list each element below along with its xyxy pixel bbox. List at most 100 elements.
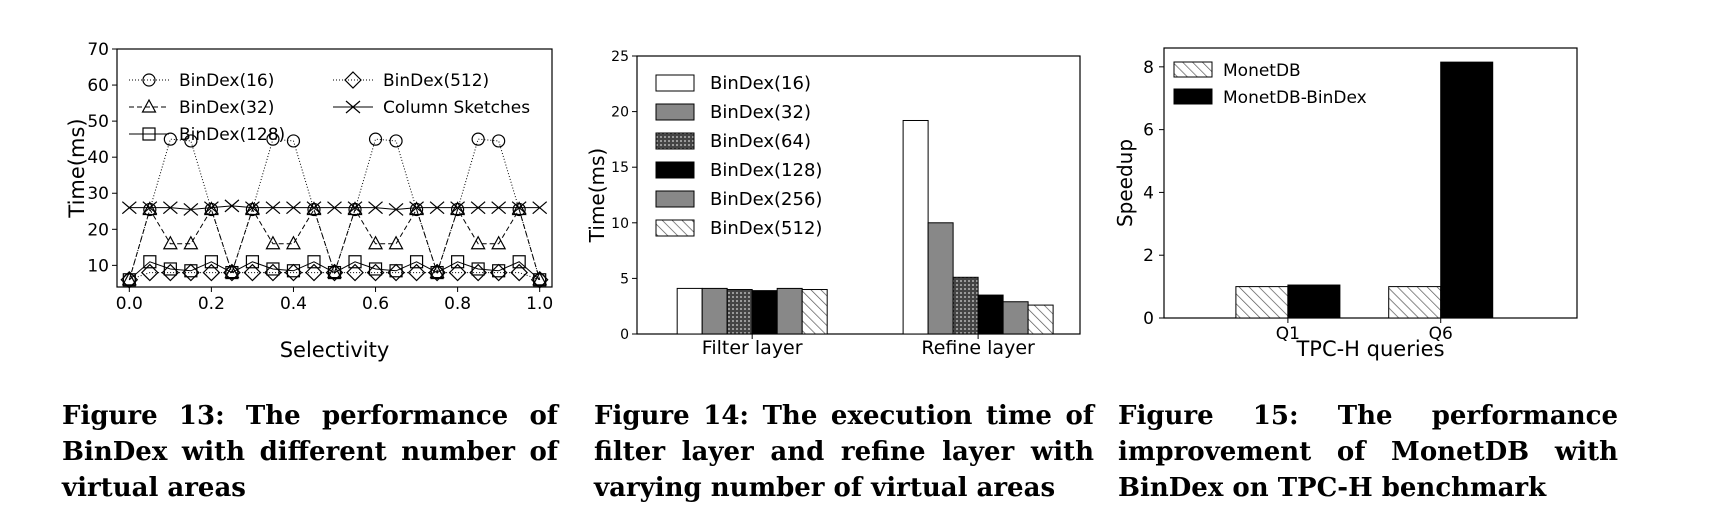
- y-tick-label: 20: [611, 105, 629, 121]
- y-axis-label: Speedup: [1113, 139, 1137, 227]
- data-point: [368, 132, 383, 146]
- bar: [1287, 284, 1341, 319]
- data-point: [510, 263, 529, 282]
- figure-14-caption: Figure 14: The execution time of filter …: [594, 401, 1094, 503]
- legend-label: BinDex(64): [710, 131, 811, 152]
- data-point: [388, 203, 404, 216]
- y-tick-label: 10: [611, 216, 629, 232]
- data-point: [143, 255, 157, 269]
- y-tick-label: 30: [87, 184, 109, 204]
- legend-swatch: [655, 74, 695, 92]
- y-tick-label: 25: [611, 49, 629, 65]
- data-point: [348, 255, 362, 269]
- y-tick-label: 15: [611, 160, 629, 176]
- legend-label: MonetDB: [1223, 61, 1301, 81]
- bar: [902, 119, 929, 335]
- x-tick-label: Q6: [1429, 324, 1453, 344]
- data-point: [182, 263, 200, 282]
- data-point: [451, 255, 465, 269]
- bar: [977, 294, 1004, 335]
- y-tick-label: 0: [1143, 309, 1154, 329]
- y-tick-label: 70: [87, 40, 109, 60]
- bar: [701, 287, 728, 335]
- data-point: [389, 134, 403, 148]
- data-point: [265, 201, 281, 215]
- x-tick-label: Refine layer: [921, 337, 1035, 359]
- data-point: [225, 265, 239, 280]
- data-point: [366, 263, 385, 282]
- data-point: [489, 263, 508, 282]
- legend-swatch: [655, 132, 695, 150]
- data-point: [471, 132, 485, 146]
- data-point: [492, 134, 506, 148]
- legend-label: BinDex(16): [179, 71, 274, 91]
- data-point: [266, 132, 280, 146]
- bar: [1440, 61, 1494, 319]
- x-tick-label: Q1: [1276, 324, 1300, 344]
- series-BinDex(512): [120, 263, 549, 289]
- data-point: [265, 235, 281, 250]
- series-line: [129, 272, 540, 281]
- data-point: [532, 201, 548, 215]
- plot-frame: [636, 55, 1081, 335]
- legend-label: BinDex(512): [710, 218, 822, 239]
- data-point: [368, 201, 383, 215]
- data-point: [286, 201, 301, 215]
- data-point: [327, 201, 342, 215]
- bar: [776, 287, 803, 335]
- data-point: [306, 201, 322, 215]
- data-point: [243, 263, 262, 282]
- data-point: [305, 263, 323, 282]
- data-point: [326, 264, 343, 279]
- data-point: [368, 235, 384, 250]
- legend-swatch: [1173, 88, 1213, 105]
- x-tick-label: 0.6: [362, 294, 389, 314]
- data-point: [388, 235, 404, 250]
- data-point: [184, 134, 198, 148]
- y-tick-label: 20: [87, 220, 109, 240]
- data-point: [266, 262, 280, 276]
- data-point: [511, 201, 527, 216]
- data-point: [387, 263, 405, 282]
- data-point: [224, 199, 240, 213]
- data-point: [533, 273, 547, 287]
- data-point: [429, 264, 445, 279]
- data-point: [122, 273, 136, 287]
- data-point: [346, 263, 364, 282]
- data-point: [183, 235, 199, 250]
- x-tick-label: 0.0: [116, 294, 143, 314]
- legend-label: BinDex(128): [710, 160, 822, 181]
- y-axis-label: Time(ms): [585, 148, 609, 243]
- bar: [751, 290, 778, 335]
- data-point: [140, 263, 159, 282]
- data-point: [203, 201, 219, 215]
- data-point: [163, 262, 177, 276]
- bar: [1235, 286, 1289, 319]
- data-point: [264, 263, 282, 282]
- data-point: [491, 235, 507, 250]
- y-tick-label: 5: [620, 271, 629, 287]
- x-tick-label: 0.2: [198, 294, 225, 314]
- x-tick-label: 1.0: [526, 294, 553, 314]
- legend-marker: [344, 71, 362, 89]
- data-point: [162, 201, 178, 215]
- series-Column Sketches: [121, 199, 548, 216]
- data-point: [511, 201, 527, 215]
- legend-label: BinDex(32): [710, 102, 811, 123]
- y-tick-label: 50: [87, 112, 109, 132]
- data-point: [245, 255, 260, 269]
- data-point: [347, 201, 363, 215]
- data-point: [448, 263, 467, 282]
- figure-13-caption: Figure 13: The performance of BinDex wit…: [62, 401, 558, 503]
- bar: [801, 289, 828, 335]
- data-point: [202, 263, 221, 282]
- data-point: [470, 235, 486, 250]
- y-tick-label: 60: [87, 76, 109, 96]
- legend-label: BinDex(128): [179, 125, 285, 145]
- data-point: [347, 201, 363, 216]
- data-point: [450, 201, 466, 216]
- y-tick-label: 40: [87, 148, 109, 168]
- figure-13-chart: 10 20 30 40 50 60 70 0.0 0.2 0.4 0.6 0.8 1.0 Selectiv…: [65, 40, 553, 362]
- data-point: [409, 201, 424, 215]
- legend-label: BinDex(16): [710, 73, 811, 94]
